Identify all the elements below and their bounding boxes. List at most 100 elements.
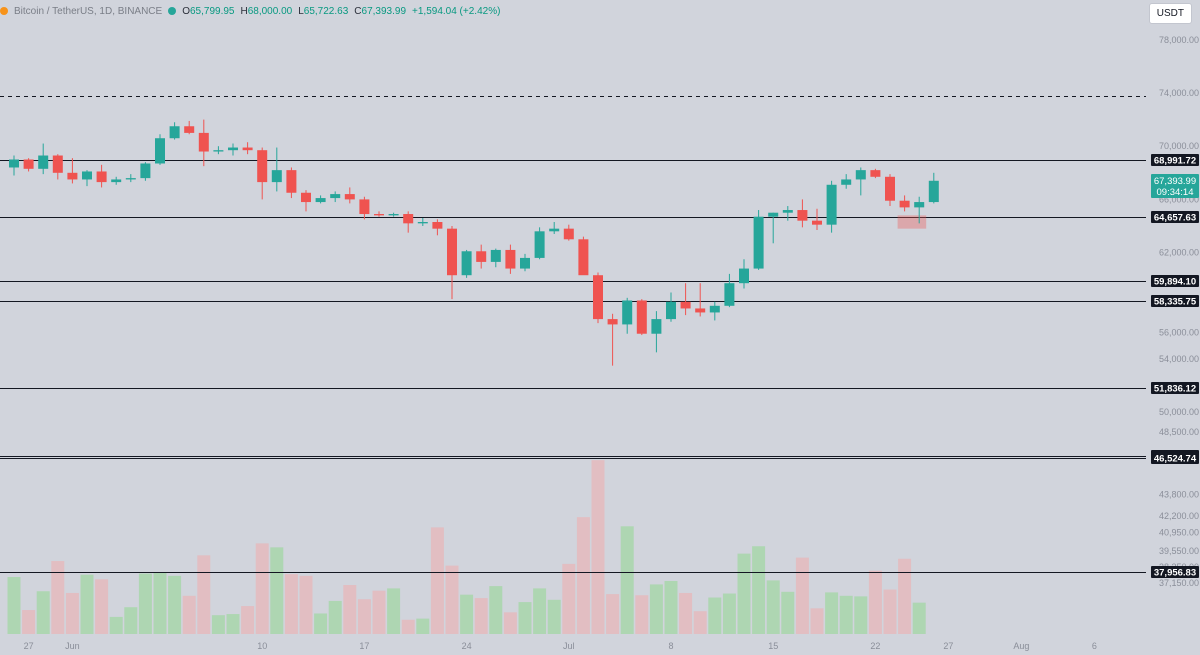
candle-down — [607, 313, 618, 366]
volume-bar — [503, 612, 517, 634]
time-tick-label: 24 — [462, 641, 472, 651]
volume-bar — [36, 591, 50, 634]
candle-body — [111, 179, 122, 183]
candle-body — [286, 170, 297, 193]
level-price-text: 58,335.75 — [1154, 297, 1197, 308]
price-tick-label: 70,000.00 — [1159, 141, 1199, 151]
volume-bar — [7, 577, 21, 634]
candle-down — [476, 244, 487, 269]
volume-bar — [693, 611, 707, 634]
price-axis[interactable]: 37,150.0038,350.0039,550.0040,950.0042,2… — [1146, 0, 1200, 655]
candle-up — [388, 212, 399, 217]
volume-bar — [109, 616, 123, 634]
candle-up — [520, 253, 530, 272]
candle-up — [82, 170, 92, 187]
candle-down — [593, 272, 603, 324]
candle-body — [549, 228, 560, 232]
candle-up — [651, 311, 662, 353]
candle-down — [23, 158, 34, 172]
candle-down — [885, 174, 895, 207]
volume-bar — [562, 563, 576, 634]
volume-bar — [153, 573, 167, 634]
volume-bar — [795, 557, 809, 634]
candle-body — [841, 179, 852, 185]
level-price-label: 59,894.10 — [1151, 275, 1199, 288]
time-tick-label: Jul — [563, 641, 575, 651]
candle-down — [301, 190, 311, 212]
level-labels: 68,991.72 64,657.63 59,894.10 58,335.75 51,8… — [1151, 154, 1199, 579]
level-price-text: 68,991.72 — [1154, 156, 1196, 167]
candle-body — [505, 249, 516, 269]
candle-up — [928, 172, 939, 204]
candle-body — [374, 214, 384, 216]
candle-body — [315, 198, 326, 203]
time-tick-label: 10 — [257, 641, 267, 651]
candle-body — [213, 150, 224, 152]
volume-bar — [722, 593, 736, 634]
price-tick-label: 42,200.00 — [1159, 511, 1199, 521]
candle-body — [330, 194, 341, 199]
volume-bar — [270, 547, 284, 634]
volume-bar — [533, 588, 547, 634]
candle-body — [23, 159, 34, 169]
volume-bar — [781, 591, 795, 634]
candle-down — [563, 224, 574, 241]
symbol-description[interactable]: Bitcoin / TetherUS, 1D, BINANCE — [14, 5, 163, 17]
volume-bar — [255, 543, 269, 634]
time-tick-label: Aug — [1013, 641, 1029, 651]
candle-body — [709, 305, 720, 313]
candle-body — [753, 216, 764, 269]
price-tick-label: 39,550.00 — [1159, 546, 1199, 556]
candle-body — [928, 180, 939, 203]
time-tick-label: 6 — [1092, 641, 1097, 651]
volume-bar — [182, 595, 196, 634]
volume-bar — [708, 597, 722, 634]
candle-up — [228, 143, 238, 156]
level-price-text: 51,836.12 — [1154, 384, 1196, 395]
candle-up — [914, 196, 925, 224]
level-price-text: 59,894.10 — [1154, 277, 1196, 288]
candle-up — [315, 195, 326, 204]
volume-bar — [489, 586, 503, 634]
candle-body — [695, 308, 706, 313]
candle-down — [432, 219, 443, 236]
volume-bar — [211, 615, 225, 634]
candle-body — [870, 170, 881, 177]
volume-bar — [343, 584, 357, 634]
time-axis[interactable]: 27 Jun 10 17 24 Jul 8 15 22 27 Aug 6 — [24, 641, 1097, 651]
candle-body — [461, 251, 472, 276]
candle-down — [505, 244, 516, 274]
candle-down — [870, 168, 881, 179]
candle-body — [82, 171, 92, 180]
candle-up — [622, 297, 633, 334]
volume-bar — [328, 600, 342, 634]
candle-down — [67, 158, 78, 184]
open-value: 65,799.95 — [189, 5, 235, 17]
volume-bar — [387, 588, 401, 634]
currency-button[interactable]: USDT — [1148, 3, 1192, 24]
candle-down — [797, 199, 808, 228]
candle-down — [680, 283, 691, 316]
candle-body — [797, 210, 808, 221]
time-tick-label: 17 — [359, 641, 369, 651]
candle-body — [593, 275, 603, 320]
volume-bar — [810, 608, 824, 634]
candle-down — [242, 142, 253, 155]
candle-up — [782, 206, 793, 221]
candle-body — [242, 147, 253, 151]
level-price-text: 46,524.74 — [1154, 454, 1197, 465]
time-tick-label: 15 — [768, 641, 778, 651]
candle-up — [330, 191, 341, 203]
level-price-label: 64,657.63 — [1151, 211, 1199, 224]
candle-up — [739, 259, 749, 289]
candle-down — [198, 119, 209, 167]
level-price-text: 37,956.83 — [1154, 568, 1196, 579]
volume-bar — [854, 596, 868, 634]
level-price-label: 46,524.74 — [1151, 452, 1199, 465]
candle-down — [695, 283, 706, 317]
candle-body — [96, 171, 107, 183]
chart-legend: Bitcoin / TetherUS, 1D, BINANCE O65,799.… — [0, 3, 500, 19]
volume-bar — [912, 602, 926, 634]
volume-bar — [766, 580, 780, 634]
